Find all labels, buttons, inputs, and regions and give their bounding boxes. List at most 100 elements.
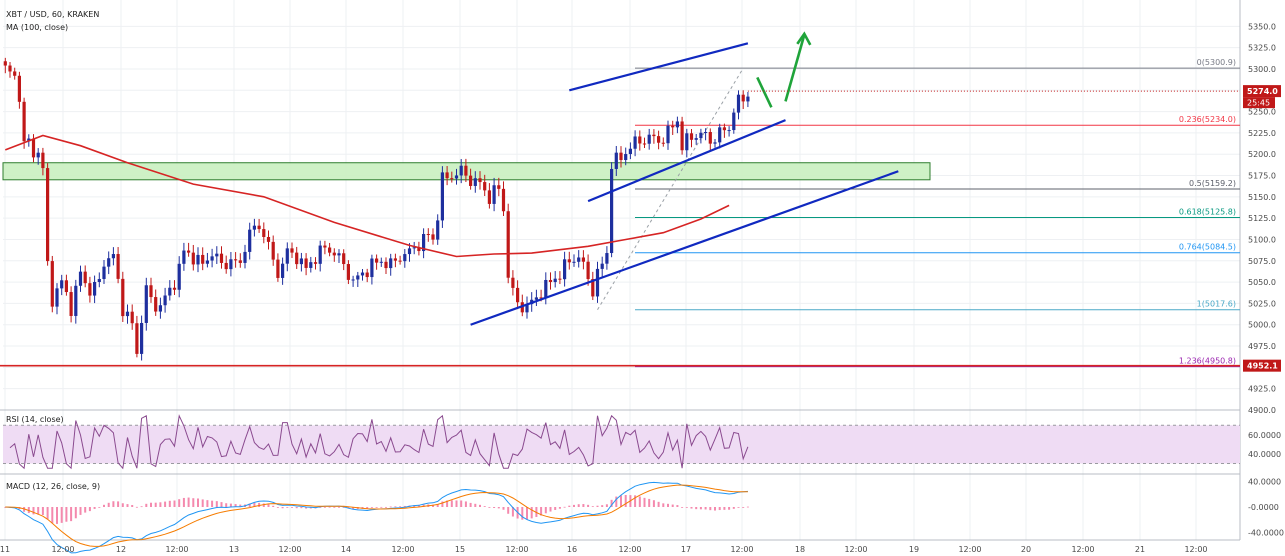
ma-line <box>5 134 730 258</box>
macd-hist-bar <box>394 506 397 508</box>
candle <box>205 260 209 264</box>
macd-hist-bar <box>450 500 453 507</box>
candle <box>182 250 186 264</box>
x-tick-label: 21 <box>1135 545 1145 554</box>
candle <box>511 277 515 288</box>
macd-hist-bar <box>573 504 575 507</box>
candle <box>191 252 195 265</box>
candle <box>318 245 322 264</box>
candle <box>718 127 722 143</box>
macd-tick-label: -0.0000 <box>1248 503 1279 512</box>
macd-hist-bar <box>676 505 679 507</box>
y-tick-label: 4925.0 <box>1248 385 1276 394</box>
macd-hist-bar <box>582 504 585 507</box>
x-tick-label: 12:00 <box>505 545 528 554</box>
macd-hist-bar <box>695 507 698 510</box>
macd-hist-bar <box>558 507 561 509</box>
macd-hist-bar <box>112 501 115 507</box>
channel-line <box>587 119 786 203</box>
macd-hist-bar <box>511 507 514 517</box>
candle <box>116 254 120 279</box>
x-tick-label: 17 <box>681 545 691 554</box>
candle <box>196 254 200 265</box>
candle <box>130 311 134 324</box>
candle <box>464 165 468 176</box>
candle <box>624 154 628 161</box>
rsi-tick-label: 40.0000 <box>1248 450 1281 459</box>
support-price-label: 4952.1 <box>1247 362 1278 371</box>
price-pane[interactable]: 0(5300.9) 0.236(5234.0) 0.5(5159.2) 0.618(5… <box>0 31 1240 368</box>
x-tick-label: 12:00 <box>165 545 188 554</box>
macd-hist-bar <box>51 507 54 524</box>
y-tick-label: 5250.0 <box>1248 108 1276 117</box>
macd-hist-bar <box>446 500 449 507</box>
candle <box>299 258 303 265</box>
macd-hist-bar <box>295 507 298 509</box>
rsi-pane[interactable] <box>3 414 1240 470</box>
candle <box>407 248 412 255</box>
macd-hist-bar <box>276 507 279 508</box>
macd-pane[interactable] <box>4 481 749 554</box>
y-tick-label: 5325.0 <box>1248 44 1276 53</box>
countdown-label: 25:45 <box>1247 99 1270 108</box>
candle <box>295 252 299 265</box>
macd-hist-bar <box>667 503 669 507</box>
candle <box>238 260 242 263</box>
candle <box>313 262 318 264</box>
arrow-head <box>796 31 812 46</box>
macd-hist-bar <box>474 503 477 507</box>
x-tick-label: 12:00 <box>618 545 641 554</box>
candle <box>544 279 548 298</box>
candle <box>567 259 571 263</box>
macd-hist-bar <box>507 507 510 514</box>
macd-hist-bar <box>103 504 105 507</box>
macd-hist-bar <box>187 497 190 507</box>
x-tick-label: 11 <box>0 545 10 554</box>
candle <box>610 168 614 254</box>
macd-hist-bar <box>681 507 684 508</box>
candle <box>158 305 162 312</box>
macd-hist-bar <box>370 507 373 508</box>
candle <box>290 248 294 253</box>
macd-hist-bar <box>253 502 256 507</box>
candle <box>370 258 374 278</box>
y-tick-label: 5225.0 <box>1248 129 1276 138</box>
x-tick-label: 12:00 <box>278 545 301 554</box>
macd-hist-bar <box>690 507 693 509</box>
macd-hist-bar <box>620 495 622 507</box>
fib-trend-connector <box>597 67 744 310</box>
candle <box>22 101 26 142</box>
candle <box>699 132 703 139</box>
macd-hist-bar <box>488 507 491 508</box>
macd-hist-bar <box>709 507 712 511</box>
candle <box>309 262 313 268</box>
countdown-tag <box>1243 97 1275 109</box>
macd-hist-bar <box>300 507 303 509</box>
candle <box>27 138 31 142</box>
candle <box>614 152 618 169</box>
macd-hist-bar <box>342 507 345 508</box>
candle <box>360 272 365 276</box>
candle <box>31 138 36 158</box>
macd-hist-bar <box>596 505 599 507</box>
candle <box>74 285 78 316</box>
candle <box>88 283 92 296</box>
candle <box>356 275 360 280</box>
candle <box>346 264 350 280</box>
macd-hist-bar <box>728 507 731 510</box>
candle <box>741 94 745 102</box>
rsi-tick-label: 60.0000 <box>1248 431 1281 440</box>
candle <box>107 258 111 267</box>
macd-hist-bar <box>154 502 157 507</box>
candle <box>732 112 736 131</box>
macd-hist-bar <box>192 498 195 507</box>
fib-label: 1(5017.6) <box>1197 300 1236 309</box>
candle <box>572 261 576 263</box>
candle <box>553 278 557 283</box>
macd-hist-bar <box>215 501 218 507</box>
candle <box>201 254 205 264</box>
macd-hist-bar <box>131 505 134 507</box>
rsi-label: RSI (14, close) <box>6 415 64 424</box>
candle <box>285 248 289 264</box>
